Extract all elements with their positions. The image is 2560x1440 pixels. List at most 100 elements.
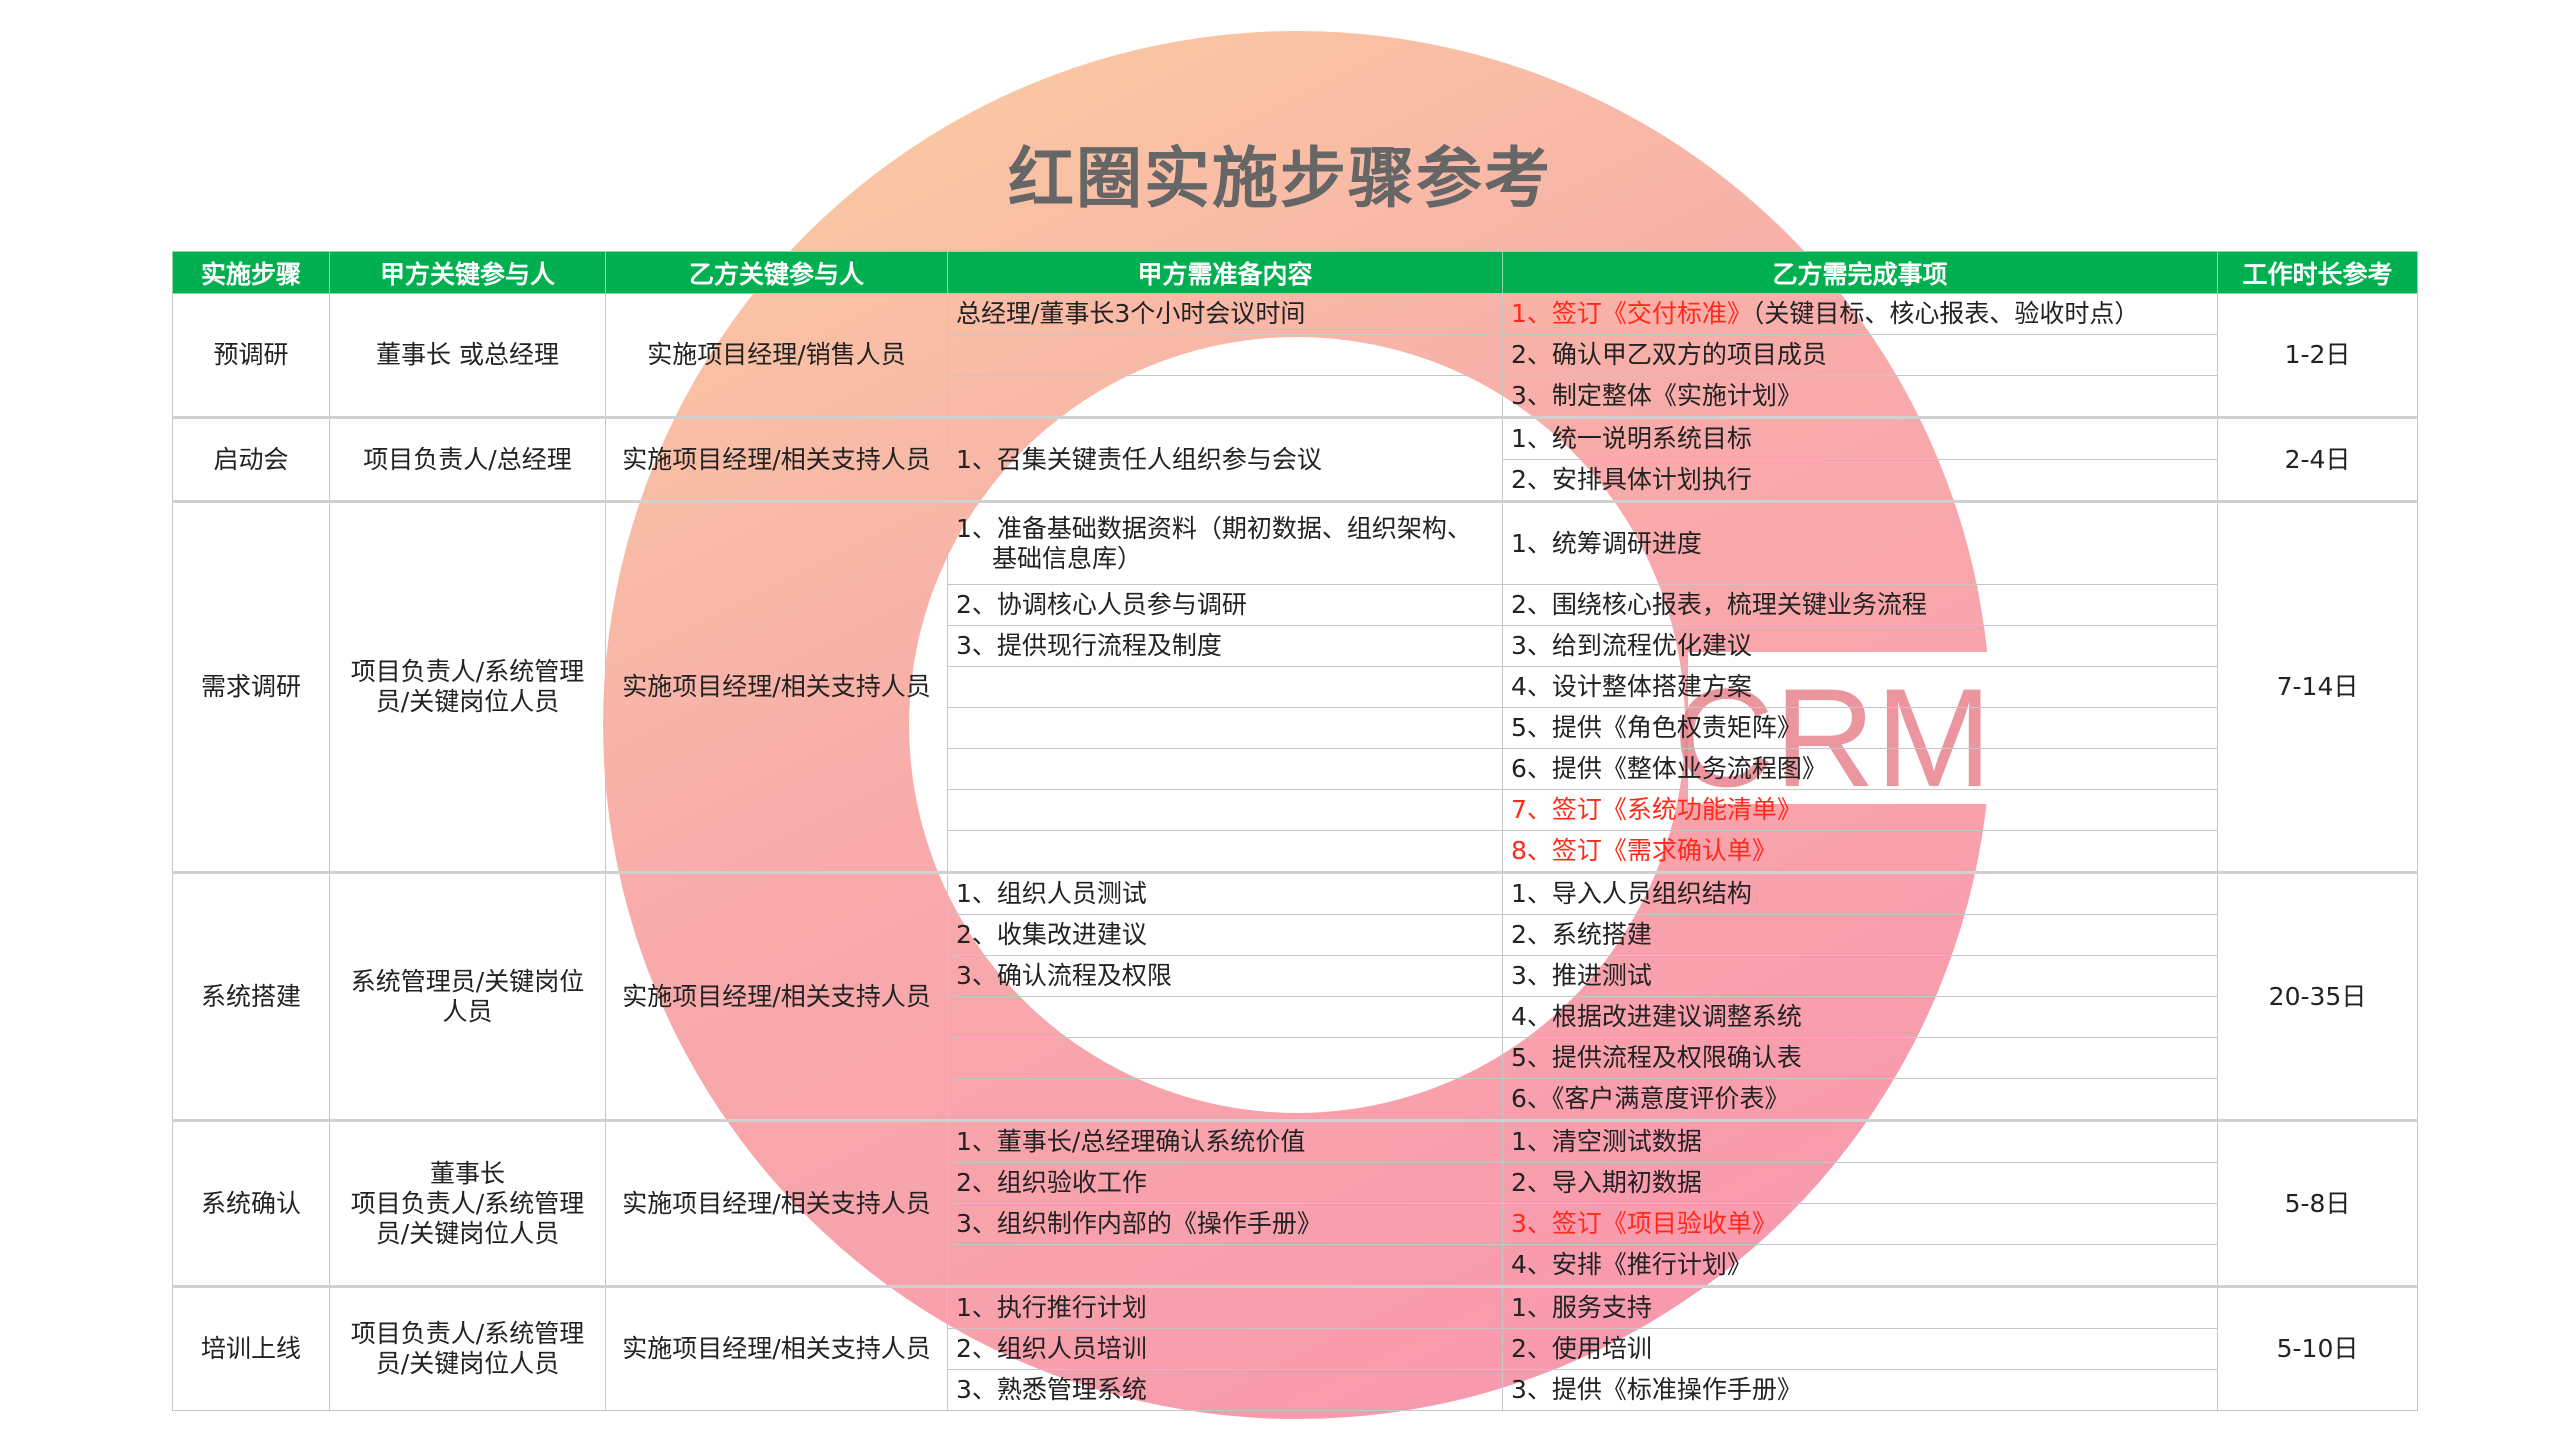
prep-cell: [947, 334, 1503, 376]
table-row: 系统确认 董事长 项目负责人/系统管理员/关键岗位人员 实施项目经理/相关支持人员 1…: [172, 1119, 2418, 1287]
prep-cell: [947, 996, 1503, 1038]
duration-cell: 2-4日: [2217, 416, 2418, 502]
task-text: 4、根据改进建议调整系统: [1511, 1002, 1802, 1031]
prep-cell: [947, 1037, 1503, 1079]
task-cell: 4、根据改进建议调整系统: [1502, 996, 2218, 1038]
prep-text: 3、确认流程及权限: [956, 961, 1172, 990]
step-cell: 系统确认: [172, 1119, 330, 1287]
step-cell: 启动会: [172, 416, 330, 502]
task-cell: 2、安排具体计划执行: [1502, 459, 2218, 502]
task-cell: 3、制定整体《实施计划》: [1502, 375, 2218, 418]
party-b-cell: 实施项目经理/相关支持人员: [605, 1119, 948, 1287]
task-text: 2、系统搭建: [1511, 920, 1652, 949]
task-highlight-text: 7、签订《系统功能清单》: [1511, 795, 1802, 824]
prep-text: 2、组织人员培训: [956, 1334, 1147, 1363]
prep-text: 2、协调核心人员参与调研: [956, 590, 1247, 619]
prep-cell: 3、组织制作内部的《操作手册》: [947, 1203, 1503, 1245]
party-b-cell: 实施项目经理/相关支持人员: [605, 871, 948, 1121]
party-b-cell: 实施项目经理/相关支持人员: [605, 1285, 948, 1411]
step-cell: 培训上线: [172, 1285, 330, 1411]
prep-text: 总经理/董事长3个小时会议时间: [956, 299, 1306, 328]
task-cell: 3、推进测试: [1502, 955, 2218, 997]
duration-cell: 5-10日: [2217, 1285, 2418, 1411]
task-text: 1、导入人员组织结构: [1511, 879, 1752, 908]
party-a-cell: 项目负责人/系统管理员/关键岗位人员: [329, 1285, 606, 1411]
task-text: 6、《客户满意度评价表》: [1511, 1084, 1790, 1113]
prep-cell: [947, 666, 1503, 708]
task-text: 4、设计整体搭建方案: [1511, 672, 1752, 701]
prep-cell: 总经理/董事长3个小时会议时间: [947, 293, 1503, 335]
prep-cell: [947, 707, 1503, 749]
prep-cell: 2、组织人员培训: [947, 1328, 1503, 1370]
prep-text: 1、准备基础数据资料（期初数据、组织架构、基础信息库）: [956, 513, 1472, 573]
step-cell: 需求调研: [172, 500, 330, 873]
task-cell: 1、导入人员组织结构: [1502, 871, 2218, 915]
task-cell: 4、安排《推行计划》: [1502, 1244, 2218, 1287]
task-cell: 3、提供《标准操作手册》: [1502, 1369, 2218, 1411]
task-text: 6、提供《整体业务流程图》: [1511, 754, 1827, 783]
table-row: 2、组织人员培训 2、使用培训: [173, 1328, 2418, 1370]
header-duration: 工作时长参考: [2217, 251, 2418, 294]
page-title: 红圈实施步骤参考: [1008, 140, 1552, 217]
task-text: 2、使用培训: [1511, 1334, 1652, 1363]
prep-cell: 3、确认流程及权限: [947, 955, 1503, 997]
task-highlight-text: 8、签订《需求确认单》: [1511, 836, 1777, 865]
task-cell: 2、围绕核心报表，梳理关键业务流程: [1502, 584, 2218, 626]
prep-cell: [947, 830, 1503, 873]
table-row: 预调研 董事长 或总经理 实施项目经理/销售人员 总经理/董事长3个小时会议时间 1、签…: [172, 293, 2418, 418]
prep-cell: [947, 789, 1503, 831]
task-cell: 1、服务支持: [1502, 1285, 2218, 1329]
party-a-cell: 董事长 或总经理: [329, 293, 606, 418]
table-row: 3、制定整体《实施计划》: [173, 375, 2418, 418]
task-text: 1、统筹调研进度: [1511, 528, 1702, 558]
task-text: 2、确认甲乙双方的项目成员: [1511, 340, 1827, 369]
task-cell: 1、签订《交付标准》（关键目标、核心报表、验收时点）: [1502, 293, 2218, 335]
task-cell: 3、签订《项目验收单》: [1502, 1203, 2218, 1245]
task-cell: 3、给到流程优化建议: [1502, 625, 2218, 667]
task-cell: 1、统筹调研进度: [1502, 500, 2218, 585]
header-prep: 甲方需准备内容: [947, 251, 1503, 294]
task-cell: 1、清空测试数据: [1502, 1119, 2218, 1163]
header-step: 实施步骤: [172, 251, 330, 294]
prep-text: 3、熟悉管理系统: [956, 1375, 1147, 1404]
header-party-b: 乙方关键参与人: [605, 251, 948, 294]
task-cell: 2、确认甲乙双方的项目成员: [1502, 334, 2218, 376]
task-text: 3、制定整体《实施计划》: [1511, 381, 1802, 410]
task-highlight-text: 1、签订《交付标准》: [1511, 299, 1752, 328]
table-row: 3、熟悉管理系统 3、提供《标准操作手册》: [173, 1369, 2418, 1411]
task-text: 1、服务支持: [1511, 1293, 1652, 1322]
task-text: 3、推进测试: [1511, 961, 1652, 990]
prep-cell: [947, 375, 1503, 418]
task-cell: 5、提供流程及权限确认表: [1502, 1037, 2218, 1079]
task-cell: 8、签订《需求确认单》: [1502, 830, 2218, 873]
table-row: 3、组织制作内部的《操作手册》 3、签订《项目验收单》: [173, 1203, 2418, 1245]
table-row: 6、《客户满意度评价表》: [173, 1078, 2418, 1121]
prep-cell: 1、准备基础数据资料（期初数据、组织架构、基础信息库）: [947, 500, 1503, 585]
prep-cell: 1、执行推行计划: [947, 1285, 1503, 1329]
table-row: 3、提供现行流程及制度 3、给到流程优化建议: [173, 625, 2418, 667]
duration-cell: 7-14日: [2217, 500, 2418, 873]
task-cell: 1、统一说明系统目标: [1502, 416, 2218, 460]
party-a-cell: 系统管理员/关键岗位人员: [329, 871, 606, 1121]
task-text: （关键目标、核心报表、验收时点）: [1751, 299, 2140, 328]
prep-cell: [947, 748, 1503, 790]
party-a-cell: 项目负责人/总经理: [329, 416, 606, 502]
implementation-steps-table: 实施步骤 甲方关键参与人 乙方关键参与人 甲方需准备内容 乙方需完成事项 工作时…: [172, 251, 2418, 1411]
table-row: 4、根据改进建议调整系统: [173, 996, 2418, 1038]
prep-cell: 1、组织人员测试: [947, 871, 1503, 915]
header-party-a: 甲方关键参与人: [329, 251, 606, 294]
task-cell: 7、签订《系统功能清单》: [1502, 789, 2218, 831]
prep-cell: 2、协调核心人员参与调研: [947, 584, 1503, 626]
task-text: 2、围绕核心报表，梳理关键业务流程: [1511, 590, 1927, 619]
prep-cell: 1、召集关键责任人组织参与会议: [947, 416, 1503, 502]
task-text: 2、导入期初数据: [1511, 1168, 1702, 1197]
party-b-cell: 实施项目经理/销售人员: [605, 293, 948, 418]
task-text: 3、给到流程优化建议: [1511, 631, 1752, 660]
step-cell: 预调研: [172, 293, 330, 418]
prep-text: 3、提供现行流程及制度: [956, 631, 1222, 660]
task-text: 3、提供《标准操作手册》: [1511, 1375, 1802, 1404]
table-row: 5、提供流程及权限确认表: [173, 1037, 2418, 1079]
prep-cell: [947, 1244, 1503, 1287]
table-row: 需求调研 项目负责人/系统管理员/关键岗位人员 实施项目经理/相关支持人员 1、准备基…: [172, 500, 2418, 873]
task-text: 1、清空测试数据: [1511, 1127, 1702, 1156]
